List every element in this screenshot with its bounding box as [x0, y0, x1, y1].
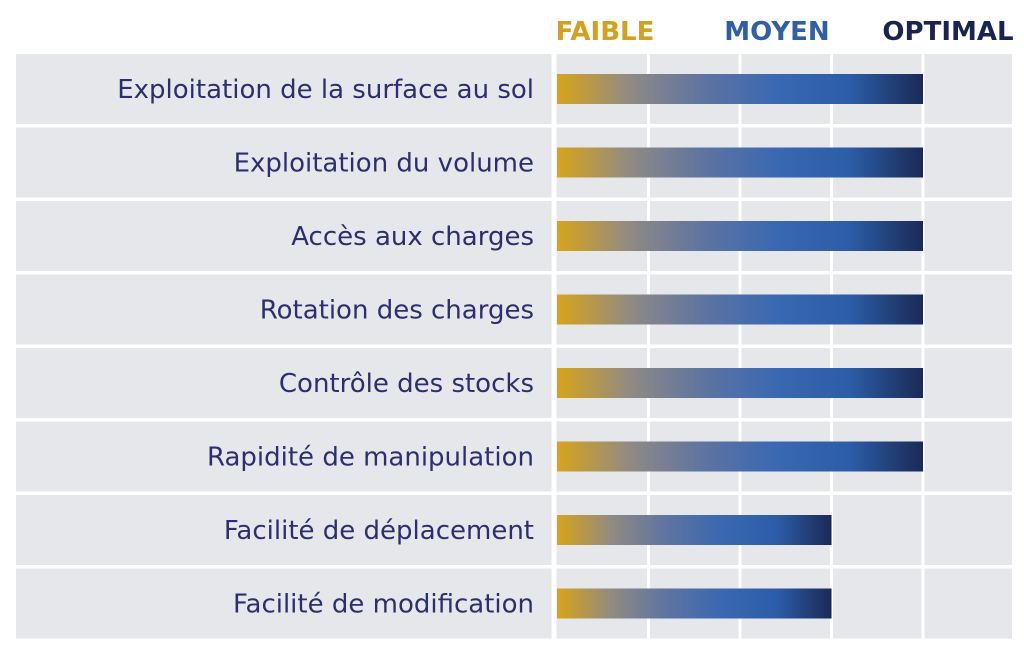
level-label-moyen: MOYEN	[724, 17, 829, 47]
bar	[557, 515, 832, 545]
row-background	[16, 568, 1012, 639]
row-label: Exploitation du volume	[234, 149, 534, 179]
bar	[557, 221, 923, 251]
level-label-optimal: OPTIMAL	[882, 17, 1013, 47]
row-label: Accès aux charges	[291, 222, 534, 252]
level-label-faible: FAIBLE	[556, 17, 655, 47]
row-label: Rapidité de manipulation	[207, 443, 534, 473]
bar	[557, 294, 923, 325]
level-header: FAIBLE MOYEN OPTIMAL	[556, 17, 1014, 47]
bar	[557, 147, 923, 178]
bars	[557, 74, 923, 619]
bar	[557, 74, 923, 104]
row-label: Exploitation de la surface au sol	[117, 75, 534, 105]
bar	[557, 441, 923, 472]
row-label: Facilité de modification	[233, 590, 534, 620]
row-label: Facilité de déplacement	[224, 516, 534, 546]
row-backgrounds	[16, 54, 1012, 639]
bar	[557, 588, 832, 619]
row-labels: Exploitation de la surface au sol Exploit…	[117, 75, 534, 620]
row-label: Contrôle des stocks	[279, 369, 534, 399]
row-label: Rotation des charges	[260, 296, 534, 326]
bar	[557, 368, 923, 398]
row-background	[16, 495, 1012, 565]
